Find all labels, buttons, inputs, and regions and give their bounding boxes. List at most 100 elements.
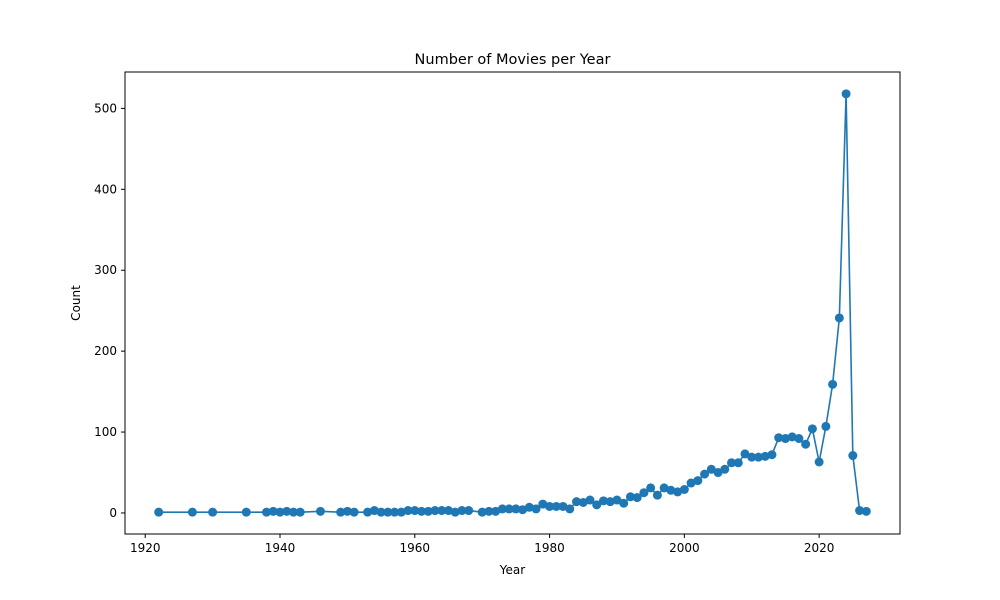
chart-title: Number of Movies per Year [415,52,611,68]
data-point [336,507,346,517]
y-tick-label: 100 [94,425,117,439]
data-point [504,504,514,514]
data-point [450,507,460,517]
y-axis-title: Count [69,285,83,321]
data-point [814,457,824,467]
data-point [315,506,325,516]
data-point [545,501,555,511]
data-point [713,468,723,478]
data-point [652,490,662,500]
data-point [531,504,541,514]
y-tick-label: 400 [94,182,117,196]
data-point [612,495,622,505]
data-point [632,493,642,503]
data-point [484,506,494,516]
data-point [625,492,635,502]
data-point [262,507,272,517]
data-point [275,507,285,517]
data-point [288,507,298,517]
y-axis: 0 100 200 300 400 500 [94,101,125,520]
data-point [295,507,305,517]
y-tick-label: 0 [109,506,117,520]
data-point [679,484,689,494]
data-point [396,507,406,517]
data-point [841,89,851,99]
data-point [572,497,582,507]
data-point [646,483,656,493]
data-point [511,504,521,514]
data-point [828,379,838,389]
data-point [390,507,400,517]
data-point [282,506,292,516]
x-axis-title: Year [499,563,525,577]
data-point [787,432,797,442]
data-point [437,506,447,516]
data-point [740,449,750,459]
data-point [154,507,164,517]
data-point [585,495,595,505]
data-point [565,504,575,514]
data-point [733,458,743,468]
data-point [403,506,413,516]
data-point [187,507,197,517]
data-point [268,506,278,516]
data-point [369,506,379,516]
data-point [417,506,427,516]
data-point [551,501,561,511]
data-point [342,506,352,516]
data-point [780,434,790,444]
data-point [592,500,602,510]
data-point [524,502,534,512]
data-point [423,506,433,516]
x-tick-label: 2000 [669,541,700,555]
data-point [848,451,858,461]
data-point [639,488,649,498]
x-tick-label: 1940 [265,541,296,555]
data-point [727,458,737,468]
data-point [821,421,831,431]
data-point [443,506,453,516]
y-tick-label: 500 [94,101,117,115]
y-tick-label: 200 [94,344,117,358]
series-line [158,93,867,513]
data-point [747,452,757,462]
y-tick-label: 300 [94,263,117,277]
data-point [801,439,811,449]
x-tick-label: 1980 [534,541,565,555]
data-point [208,507,218,517]
data-point [457,506,467,516]
plot-frame [124,71,901,535]
data-point [598,496,608,506]
data-point [693,476,703,486]
series-layer [154,89,871,517]
data-point [477,507,487,517]
data-point [383,507,393,517]
data-point [807,424,817,434]
data-point [720,464,730,474]
data-point [794,434,804,444]
data-point [834,313,844,323]
plot-area: 1920 1940 1960 1980 2000 2020 0 100 200 300 400 50… [94,71,901,555]
data-point [605,497,615,507]
data-point [619,498,629,508]
x-tick-label: 1960 [400,541,431,555]
data-point [464,506,474,516]
data-point [666,485,676,495]
data-point [376,507,386,517]
data-point [855,506,865,516]
data-point [774,433,784,443]
x-tick-label: 2020 [804,541,835,555]
data-point [410,506,420,516]
data-point [349,507,359,517]
data-point [700,469,710,479]
x-axis: 1920 1940 1960 1980 2000 2020 [130,534,834,555]
data-point [430,506,440,516]
data-point [753,452,763,462]
data-point [760,451,770,461]
data-point [241,507,251,517]
data-point [767,450,777,460]
data-point [861,506,871,516]
data-point [363,507,373,517]
